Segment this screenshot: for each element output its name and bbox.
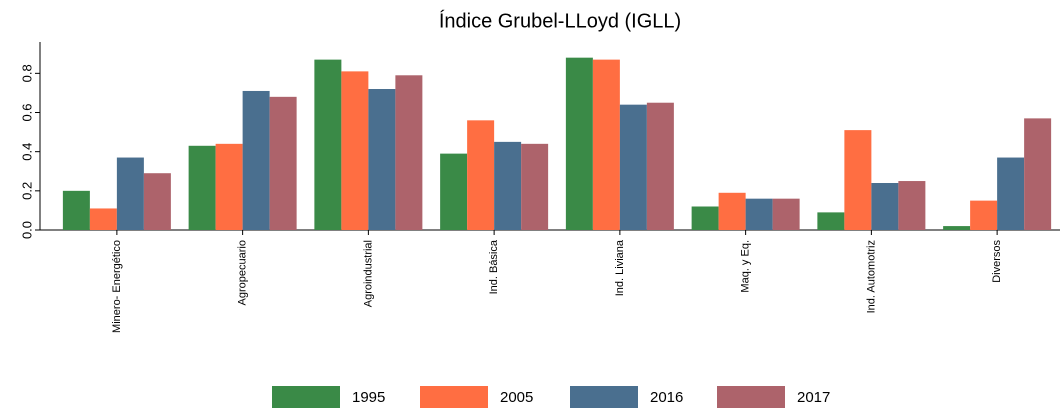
x-tick-label: Maq. y Eq. [740,240,752,293]
bar [467,120,495,230]
bar [314,59,342,230]
bar [943,226,971,230]
bar [592,59,620,230]
x-tick-label: Ind. Automotriz [865,240,877,313]
y-tick-label: 0.8 [19,64,34,82]
bar [440,153,468,230]
y-tick-label: 0.4 [19,143,34,161]
y-tick-label: 0.2 [19,182,34,200]
bar [691,206,719,230]
legend-label: 1995 [352,389,385,406]
bar [997,157,1025,230]
bar [62,190,90,230]
bar [646,102,674,230]
x-tick-label: Minero- Energético [111,240,123,333]
x-tick-label: Ind. Básica [488,239,500,294]
x-tick-label: Agropecuario [237,240,249,305]
bar [89,208,117,230]
bar [215,143,243,230]
bar [970,200,998,230]
bar [619,104,647,230]
bar [871,183,899,230]
bar [565,57,593,230]
y-tick-label: 0.0 [19,221,34,239]
bar [898,181,926,230]
chart-title: Índice Grubel-LLoyd (IGLL) [439,9,681,32]
legend-label: 2005 [500,389,533,406]
legend-swatch [570,386,638,408]
bar [242,90,270,230]
bar [143,173,171,230]
bar [269,96,297,230]
bar [494,141,522,230]
legend-label: 2017 [797,389,830,406]
x-tick-label: Ind. Liviana [614,239,626,296]
bar [116,157,144,230]
bar [745,198,773,230]
bar [341,71,369,230]
y-tick-label: 0.6 [19,103,34,121]
bar [772,198,800,230]
bar [1024,118,1052,230]
bar [817,212,845,230]
bar [188,145,216,230]
legend-label: 2016 [650,389,683,406]
x-tick-label: Agroindustrial [362,240,374,307]
bar [718,192,746,230]
legend-swatch [272,386,340,408]
legend-swatch [420,386,488,408]
bar [368,89,396,230]
x-tick-label: Diversos [991,240,1003,283]
bar [844,130,872,230]
bar [395,75,423,231]
bar [521,143,549,230]
legend-swatch [717,386,785,408]
